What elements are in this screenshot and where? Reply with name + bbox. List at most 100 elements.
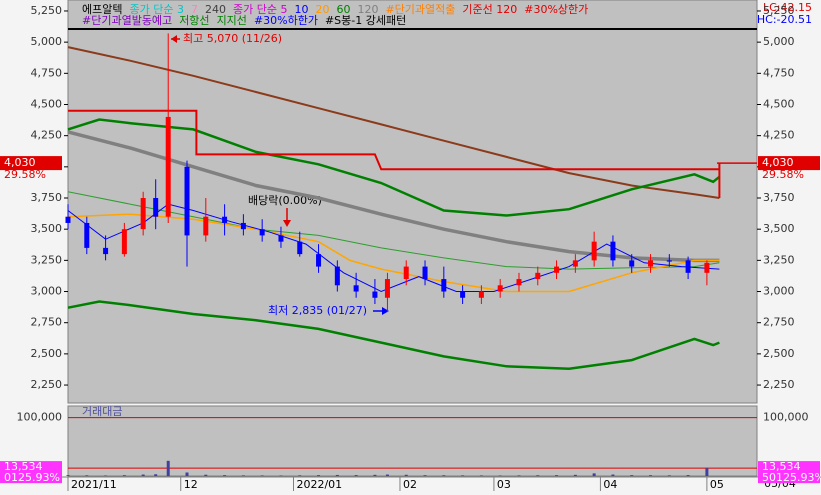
legend-entry: 20: [315, 3, 329, 16]
legend-entry: #30%하한가: [254, 13, 318, 27]
candle-body: [685, 260, 691, 273]
volume-bar: [141, 474, 145, 476]
indicator-line: [67, 130, 720, 263]
candle-body: [591, 241, 597, 261]
volume-bar: [442, 475, 446, 476]
volume-tick-label: 100,000: [17, 411, 63, 424]
volume-bar: [536, 475, 540, 476]
volume-title: 거래대금: [82, 405, 122, 418]
x-tick-label: 2021/11: [71, 478, 117, 491]
volume-bar: [498, 475, 502, 476]
annotation: 최고 5,070 (11/26): [183, 32, 282, 45]
candle-body: [222, 216, 228, 223]
volume-bar: [630, 475, 634, 476]
candle-body: [334, 266, 340, 286]
volume-bar: [423, 475, 427, 476]
volume-bar: [354, 475, 358, 476]
y-tick-label: 5,250: [31, 4, 63, 17]
volume-bar: [241, 475, 245, 476]
y-tick-label: 4,250: [763, 129, 795, 142]
candle-body: [316, 254, 322, 267]
candle-body: [103, 247, 109, 255]
y-tick-label: 5,000: [763, 35, 795, 48]
legend-entry: 저항선: [179, 14, 209, 27]
indicator-line: [67, 191, 720, 270]
indicator-line: [67, 118, 721, 217]
legend-entry: #단기과열적출: [385, 3, 455, 16]
legend-entry: 60: [336, 3, 350, 16]
volume-bar: [517, 475, 521, 476]
candle-body: [84, 222, 90, 248]
candle-body: [259, 229, 265, 236]
candle-body: [403, 266, 409, 280]
price-pane: [67, 0, 758, 404]
x-tick-label: 03: [497, 478, 511, 491]
candle-body: [572, 260, 578, 267]
legend-entry: 7: [191, 3, 198, 16]
last-pct-label: 29.58%: [762, 168, 804, 181]
y-tick-label: 2,500: [763, 347, 795, 360]
last-pct-label: 29.58%: [4, 168, 46, 181]
candle-body: [629, 260, 635, 267]
volume-bar: [573, 474, 577, 476]
candle-body: [384, 279, 390, 298]
legend-entry: 종가 단순 5: [233, 3, 287, 16]
y-tick-label: 5,250: [763, 4, 795, 17]
volume-last-box: [0, 461, 62, 484]
annotation-arrowhead: [171, 35, 177, 43]
volume-bar: [373, 474, 377, 476]
annotation-arrowhead: [382, 307, 389, 315]
legend-entry: 에프알텍: [82, 2, 122, 16]
legend-entry: 기준선 120: [462, 3, 517, 16]
y-tick-label: 4,500: [763, 97, 795, 110]
volume-bar: [705, 468, 709, 476]
last-price-box: [758, 156, 820, 171]
volume-bar: [204, 474, 208, 476]
candle-body: [554, 266, 560, 273]
last-price-box: [0, 156, 62, 171]
candle-body: [441, 279, 447, 292]
volume-bar: [85, 475, 89, 476]
volume-bar: [335, 474, 339, 476]
volume-bar: [166, 460, 170, 476]
legend-entry: 120: [357, 3, 378, 16]
legend-entry: 10: [294, 3, 308, 16]
x-tick-label: 02: [403, 478, 417, 491]
y-tick-label: 3,500: [31, 222, 63, 235]
volume-bar: [667, 475, 671, 476]
last-price-label: 4,030: [762, 156, 794, 169]
lc-label: LC:42.15: [763, 1, 812, 14]
y-tick-label: 3,750: [763, 191, 795, 204]
y-tick-label: 4,750: [31, 66, 63, 79]
legend-entry: 종가 단순 3: [129, 3, 183, 16]
volume-bar: [185, 472, 189, 476]
volume-last-label: 13,534: [4, 460, 43, 473]
volume-bar: [154, 474, 158, 476]
volume-bar: [686, 475, 690, 476]
annotation-arrowhead: [283, 220, 291, 227]
annotation: 최저 2,835 (01/27): [268, 304, 367, 317]
volume-bar: [104, 475, 108, 476]
annotation: 배당락(0.00%): [248, 194, 322, 207]
volume-last-label: 13,534: [762, 460, 801, 473]
candle-body: [497, 285, 503, 292]
candle-body: [297, 241, 303, 255]
volume-bar: [223, 475, 227, 476]
candle-body: [153, 198, 159, 217]
volume-bar: [479, 475, 483, 476]
volume-bar: [611, 474, 615, 476]
legend-entry: #30%상한가: [524, 3, 588, 16]
indicator-line: [67, 300, 720, 371]
candle-body: [121, 229, 127, 255]
hc-label: HC:-20.51: [757, 13, 812, 26]
candle-body: [478, 291, 484, 298]
y-tick-label: 2,750: [763, 316, 795, 329]
y-tick-label: 3,000: [31, 285, 63, 298]
volume-bar: [317, 475, 321, 476]
volume-tick-label: 100,000: [763, 411, 809, 424]
candle-body: [516, 279, 522, 286]
candle-body: [65, 216, 71, 223]
volume-pct-label: 0125.93%: [4, 471, 60, 484]
y-tick-label: 3,500: [763, 222, 795, 235]
